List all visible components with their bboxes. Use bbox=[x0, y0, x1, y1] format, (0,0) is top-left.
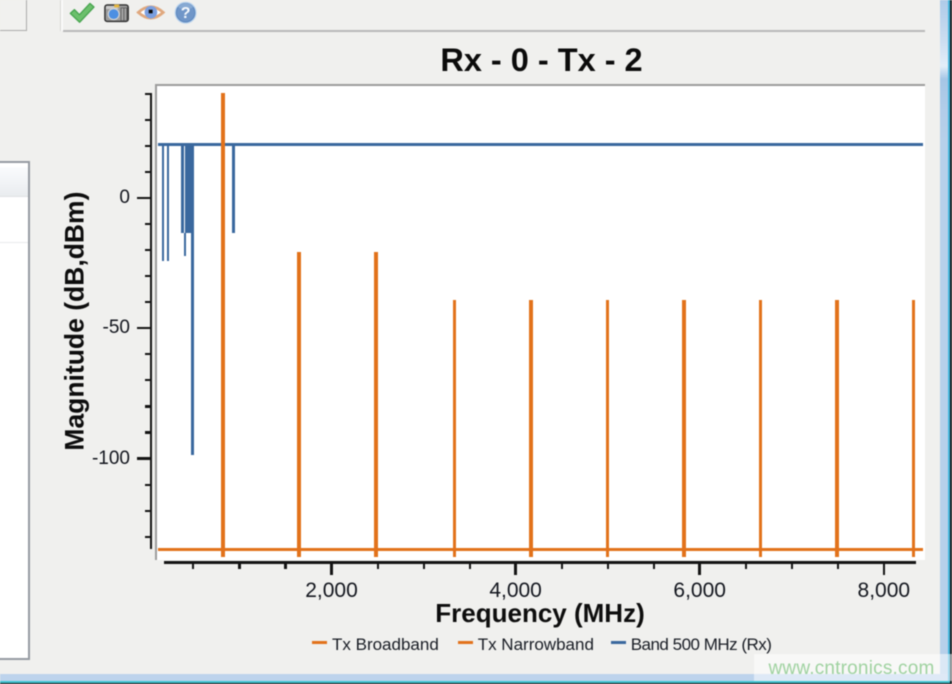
svg-text:Magnitude (dB,dBm): Magnitude (dB,dBm) bbox=[60, 192, 90, 451]
svg-text:?: ? bbox=[181, 5, 191, 22]
